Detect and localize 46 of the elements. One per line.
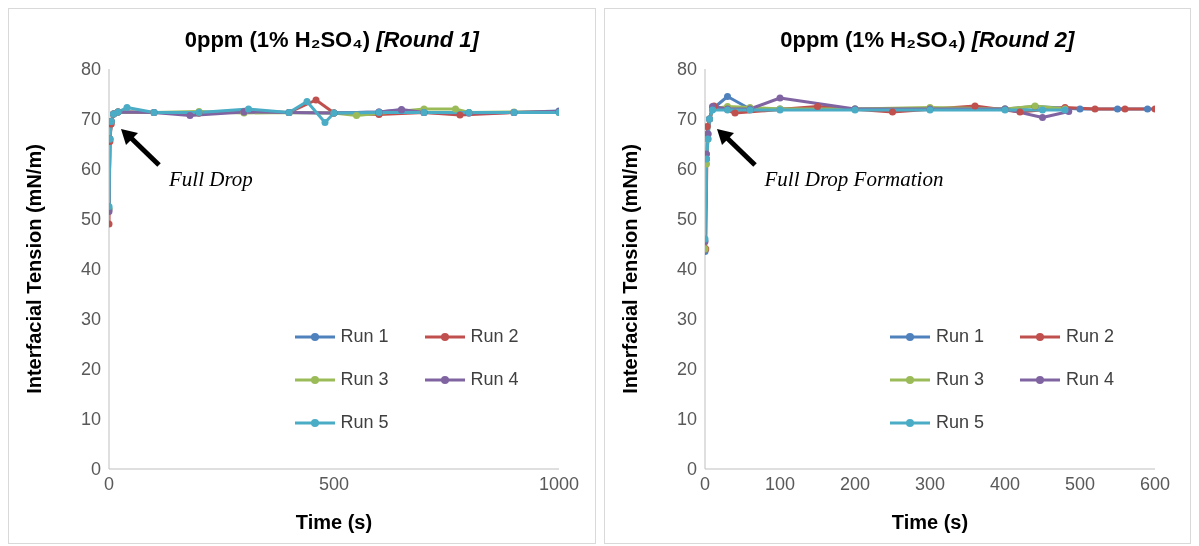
legend-label: Run 5 [936, 412, 985, 433]
y-tick-label: 70 [676, 109, 697, 130]
x-axis-title: Time (s) [295, 511, 373, 533]
y-tick-label: 30 [80, 309, 101, 330]
legend-label: Run 4 [470, 369, 519, 390]
x-tick-label: 0 [103, 473, 115, 494]
y-tick-label: 20 [80, 359, 101, 380]
x-tick-label: 500 [1064, 473, 1095, 494]
y-axis-title: Interfacial Tension (mN/m) [618, 144, 641, 394]
x-tick-label: 400 [989, 473, 1020, 494]
y-tick-label: 60 [676, 159, 697, 180]
y-tick-label: 10 [676, 409, 697, 430]
legend-label: Run 4 [1066, 369, 1115, 390]
legend-label: Run 3 [936, 369, 985, 390]
y-tick-label: 70 [80, 109, 101, 130]
y-tick-label: 50 [676, 209, 697, 230]
y-tick-label: 80 [676, 59, 697, 80]
x-axis-title: Time (s) [891, 511, 968, 533]
legend-label: Run 5 [340, 412, 389, 433]
x-tick-label: 300 [914, 473, 945, 494]
x-tick-label: 1000 [538, 473, 580, 494]
y-tick-label: 0 [90, 459, 101, 480]
legend-label: Run 1 [340, 326, 389, 347]
legend-label: Run 2 [470, 326, 519, 347]
annotation: Full Drop Formation [764, 167, 944, 192]
y-tick-label: 20 [676, 359, 697, 380]
y-tick-label: 50 [80, 209, 101, 230]
x-tick-label: 600 [1139, 473, 1170, 494]
x-tick-label: 200 [839, 473, 870, 494]
chart-title: 0ppm (1% H₂SO₄) [Round 2] [779, 27, 1076, 53]
y-tick-label: 30 [676, 309, 697, 330]
y-tick-label: 40 [80, 259, 101, 280]
y-tick-label: 40 [676, 259, 697, 280]
x-tick-label: 100 [764, 473, 795, 494]
y-tick-label: 10 [80, 409, 101, 430]
x-tick-label: 0 [699, 473, 710, 494]
legend-label: Run 3 [340, 369, 389, 390]
legend-label: Run 2 [1066, 326, 1115, 347]
y-tick-label: 80 [80, 59, 101, 80]
x-tick-label: 500 [318, 473, 350, 494]
y-tick-label: 0 [686, 459, 697, 480]
y-tick-label: 60 [80, 159, 101, 180]
y-axis-title: Interfacial Tension (mN/m) [23, 144, 46, 394]
annotation: Full Drop [169, 167, 253, 192]
legend-label: Run 1 [936, 326, 985, 347]
chart-title: 0ppm (1% H₂SO₄) [Round 1] [183, 27, 481, 53]
